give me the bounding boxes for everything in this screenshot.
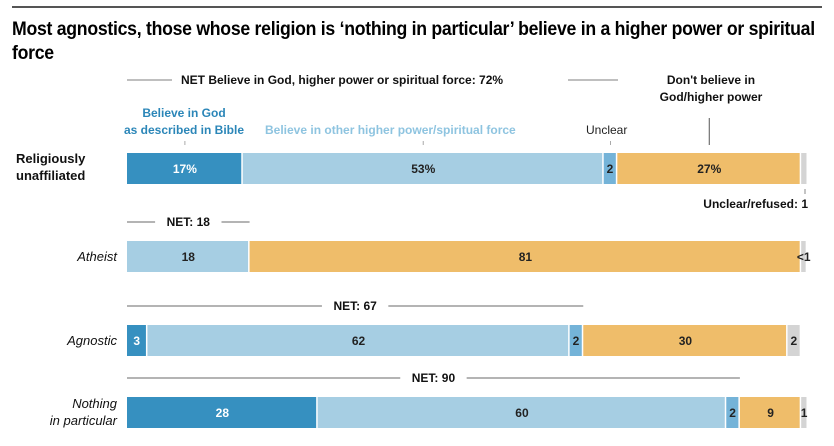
bar-segment-other-power	[147, 325, 569, 356]
bar-label-bible: 3	[133, 334, 140, 348]
row-label-1: Agnostic	[66, 333, 117, 348]
bar-segment-refused	[801, 241, 806, 272]
bar-label-other-power: 60	[515, 406, 529, 420]
bar-label-refused: 1	[801, 406, 808, 420]
bar-label-dont-believe: 81	[519, 250, 533, 264]
bar-segment-unclear	[569, 325, 582, 356]
bar-segment-bible	[127, 397, 317, 428]
bar-label-other-power: 18	[182, 250, 196, 264]
net-header-label: NET Believe in God, higher power or spir…	[181, 73, 503, 87]
bar-label-dont-believe: 9	[767, 406, 774, 420]
row-label-2: in particular	[50, 413, 118, 428]
bar-label-unclear: 2	[729, 406, 736, 420]
row-label-2: unaffiliated	[16, 168, 85, 183]
bar-label-bible: 17%	[173, 162, 197, 176]
bible-label-1: Believe in God	[142, 106, 225, 120]
bar-segment-dont-believe	[617, 153, 800, 184]
bar-segment-unclear	[726, 397, 739, 428]
bar-segment-other-power	[127, 241, 249, 272]
dont-believe-label-2: God/higher power	[660, 90, 763, 104]
chart-title: Most agnostics, those whose religion is …	[12, 19, 815, 64]
bar-segment-refused	[801, 153, 807, 184]
net-label: NET: 18	[167, 215, 211, 229]
row-label-1: Religiously	[16, 151, 86, 166]
dont-believe-label-1: Don't believe in	[667, 73, 755, 87]
other-power-label: Believe in other higher power/spiritual …	[265, 123, 516, 137]
bar-label-unclear: 2	[607, 162, 614, 176]
bar-label-refused: 2	[791, 334, 798, 348]
bar-segment-bible	[127, 325, 146, 356]
row-label-1: Nothing	[72, 396, 118, 411]
row-label-1: Atheist	[76, 249, 118, 264]
bar-label-dont-believe: 30	[679, 334, 693, 348]
top-rule	[12, 6, 822, 8]
net-label: NET: 90	[412, 371, 456, 385]
bar-segment-other-power	[317, 397, 725, 428]
bar-label-bible: 28	[216, 406, 230, 420]
bar-segment-refused	[787, 325, 800, 356]
bar-label-refused: <1	[797, 250, 811, 264]
bar-segment-dont-believe	[249, 241, 800, 272]
bar-segment-bible	[127, 153, 242, 184]
bar-label-dont-believe: 27%	[697, 162, 721, 176]
bar-segment-refused	[801, 397, 807, 428]
net-label: NET: 67	[333, 299, 377, 313]
bar-label-other-power: 53%	[411, 162, 435, 176]
bible-label-2: as described in Bible	[124, 123, 244, 137]
bar-segment-dont-believe	[739, 397, 800, 428]
bar-label-other-power: 62	[352, 334, 366, 348]
bar-segment-unclear	[603, 153, 616, 184]
bar-segment-dont-believe	[583, 325, 787, 356]
bar-label-unclear: 2	[573, 334, 580, 348]
refused-annotation: Unclear/refused: 1	[703, 197, 808, 211]
unclear-label: Unclear	[586, 123, 627, 137]
bar-segment-other-power	[242, 153, 603, 184]
